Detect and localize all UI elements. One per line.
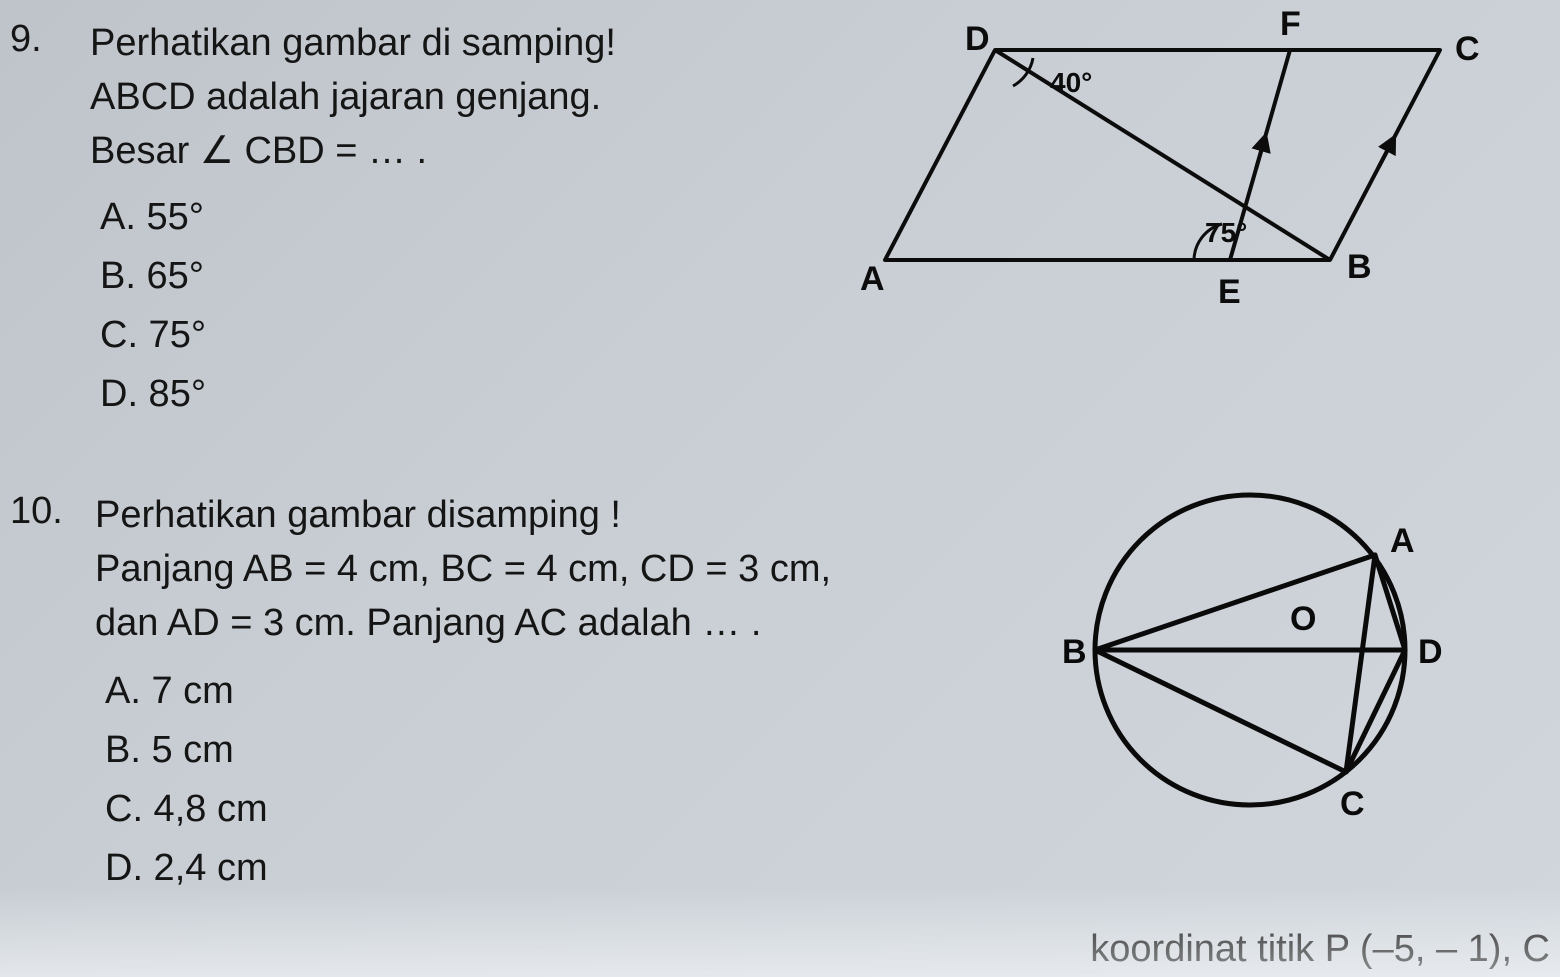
svg-text:C: C bbox=[1455, 30, 1480, 68]
q9-number: 9. bbox=[10, 18, 42, 61]
q9-opt-D: D. 85° bbox=[100, 365, 206, 424]
q10-opt-C: C. 4,8 cm bbox=[105, 780, 268, 839]
q10-opt-A: A. 7 cm bbox=[105, 662, 268, 721]
q9-opt-B: B. 65° bbox=[100, 247, 206, 306]
svg-text:A: A bbox=[1390, 522, 1415, 560]
svg-text:F: F bbox=[1280, 10, 1301, 43]
q10-opt-D: D. 2,4 cm bbox=[105, 839, 268, 898]
svg-text:B: B bbox=[1347, 248, 1372, 286]
q9-line2: ABCD adalah jajaran genjang. bbox=[90, 72, 601, 123]
q10-number: 10. bbox=[10, 490, 63, 533]
q10-line3: dan AD = 3 cm. Panjang AC adalah … . bbox=[95, 598, 761, 649]
svg-text:40°: 40° bbox=[1050, 67, 1092, 98]
svg-text:C: C bbox=[1340, 785, 1365, 823]
q10-figure: A B C D O bbox=[1050, 470, 1470, 850]
q9-options: A. 55° B. 65° C. 75° D. 85° bbox=[100, 188, 206, 424]
q9-opt-C: C. 75° bbox=[100, 306, 206, 365]
q10-line1: Perhatikan gambar disamping ! bbox=[95, 490, 621, 541]
q9-opt-A: A. 55° bbox=[100, 188, 206, 247]
q9-line1: Perhatikan gambar di samping! bbox=[90, 18, 616, 69]
svg-text:A: A bbox=[860, 260, 885, 298]
svg-text:E: E bbox=[1218, 273, 1241, 311]
q9-figure: A B C D E F 40° 75° bbox=[860, 10, 1500, 330]
q9-line3: Besar ∠ CBD = … . bbox=[90, 126, 427, 177]
svg-text:D: D bbox=[1418, 633, 1443, 671]
svg-text:D: D bbox=[965, 20, 990, 58]
svg-text:75°: 75° bbox=[1205, 217, 1247, 248]
q10-line2: Panjang AB = 4 cm, BC = 4 cm, CD = 3 cm, bbox=[95, 544, 831, 595]
svg-text:O: O bbox=[1290, 600, 1316, 638]
partial-bottom-text: koordinat titik P (–5, – 1), C bbox=[1090, 928, 1550, 971]
q10-options: A. 7 cm B. 5 cm C. 4,8 cm D. 2,4 cm bbox=[105, 662, 268, 898]
svg-text:B: B bbox=[1062, 633, 1087, 671]
page: 9. Perhatikan gambar di samping! ABCD ad… bbox=[0, 0, 1560, 977]
q10-opt-B: B. 5 cm bbox=[105, 721, 268, 780]
